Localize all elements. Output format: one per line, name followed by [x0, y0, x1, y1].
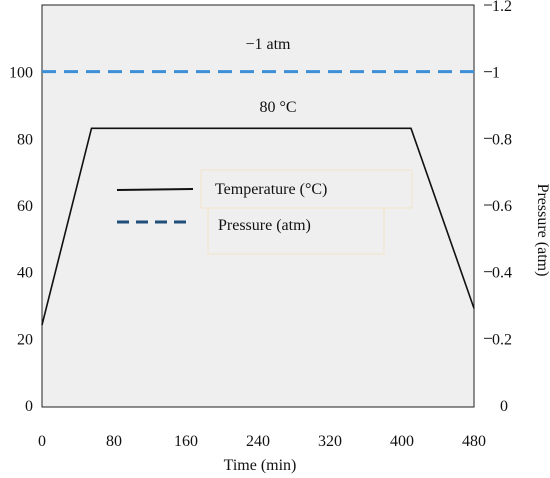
x-axis-ticks: 0 80 160 240 320 400 480: [38, 433, 486, 450]
legend-swatch-temperature: [116, 188, 194, 191]
legend-box-pressure: [207, 207, 385, 255]
y2-tick-label: 0: [500, 398, 508, 415]
plot-area: [41, 4, 475, 408]
y-tick-label: 20: [17, 331, 33, 348]
x-tick-label: 80: [106, 433, 122, 450]
legend: Temperature (°C) Pressure (atm): [116, 169, 413, 255]
x-tick-label: 0: [38, 433, 46, 450]
x-tick-label: 160: [174, 433, 198, 450]
y-tick-label: 60: [17, 198, 33, 215]
y2-tick-label: 0.2: [492, 331, 512, 348]
y-tick-label: 0: [25, 398, 33, 415]
x-tick-label: 400: [390, 433, 414, 450]
x-axis-title: Time (min): [224, 457, 297, 474]
x-tick-label: 480: [462, 433, 486, 450]
x-tick-label: 240: [246, 433, 270, 450]
y2-axis-ticks: 0 0.2 0.4 0.6 0.8 1 1.2: [484, 0, 512, 415]
y2-tick-label: 1: [492, 65, 500, 82]
temperature-series-line: [41, 127, 475, 326]
y2-axis-title: Pressure (atm): [534, 184, 550, 277]
pressure-annotation: −1 atm: [245, 36, 291, 53]
legend-label-pressure: Pressure (atm): [218, 217, 311, 234]
y-axis-ticks: 0 20 40 60 80 100: [9, 65, 33, 415]
y2-tick-label: 1.2: [492, 0, 512, 15]
series-layer: [41, 70, 475, 326]
temperature-annotation: 80 °C: [259, 99, 296, 116]
y2-tick-label: 0.8: [492, 131, 512, 148]
y-tick-label: 40: [17, 265, 33, 282]
y-tick-label: 80: [17, 131, 33, 148]
y2-tick-label: 0.4: [492, 265, 512, 282]
x-tick-label: 320: [318, 433, 342, 450]
y2-tick-label: 0.6: [492, 198, 512, 215]
y-tick-label: 100: [9, 65, 33, 82]
legend-label-temperature: Temperature (°C): [215, 181, 327, 198]
